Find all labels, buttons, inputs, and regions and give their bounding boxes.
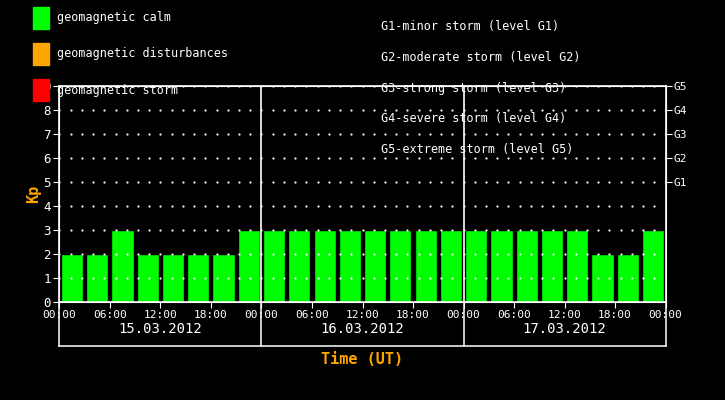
- Bar: [642, 230, 664, 302]
- Bar: [137, 254, 159, 302]
- Bar: [162, 254, 184, 302]
- Bar: [541, 230, 563, 302]
- Text: 15.03.2012: 15.03.2012: [119, 322, 202, 336]
- Bar: [289, 230, 310, 302]
- Bar: [212, 254, 235, 302]
- Bar: [364, 230, 386, 302]
- Bar: [465, 230, 487, 302]
- Text: geomagnetic disturbances: geomagnetic disturbances: [57, 48, 228, 60]
- Bar: [61, 254, 83, 302]
- Text: G4-severe storm (level G4): G4-severe storm (level G4): [381, 112, 566, 126]
- Text: Time (UT): Time (UT): [321, 352, 404, 367]
- Text: geomagnetic calm: geomagnetic calm: [57, 12, 171, 24]
- Bar: [187, 254, 210, 302]
- Bar: [263, 230, 285, 302]
- Bar: [616, 254, 639, 302]
- Text: geomagnetic storm: geomagnetic storm: [57, 84, 178, 96]
- Text: G5-extreme storm (level G5): G5-extreme storm (level G5): [381, 143, 573, 156]
- Bar: [238, 230, 260, 302]
- Bar: [566, 230, 588, 302]
- Bar: [415, 230, 436, 302]
- Bar: [86, 254, 109, 302]
- Y-axis label: Kp: Kp: [26, 185, 41, 203]
- Text: G2-moderate storm (level G2): G2-moderate storm (level G2): [381, 51, 580, 64]
- Text: G3-strong storm (level G3): G3-strong storm (level G3): [381, 82, 566, 95]
- Text: G1-minor storm (level G1): G1-minor storm (level G1): [381, 20, 559, 33]
- Bar: [389, 230, 412, 302]
- Bar: [313, 230, 336, 302]
- Bar: [515, 230, 538, 302]
- Bar: [112, 230, 133, 302]
- Bar: [592, 254, 613, 302]
- Bar: [440, 230, 462, 302]
- Bar: [490, 230, 513, 302]
- Text: 16.03.2012: 16.03.2012: [320, 322, 405, 336]
- Text: 17.03.2012: 17.03.2012: [523, 322, 606, 336]
- Bar: [339, 230, 361, 302]
